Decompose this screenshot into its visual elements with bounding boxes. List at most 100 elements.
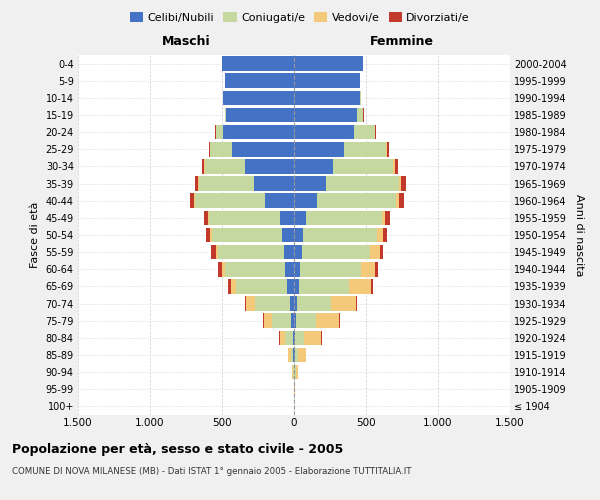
Bar — [232, 142, 294, 156]
Bar — [294, 142, 344, 156]
Bar — [294, 90, 360, 105]
Bar — [292, 365, 293, 380]
Bar — [283, 228, 294, 242]
Bar — [280, 330, 286, 345]
Bar — [376, 262, 378, 276]
Bar — [228, 279, 230, 293]
Bar — [401, 176, 406, 191]
Bar — [212, 228, 283, 242]
Bar — [301, 262, 361, 276]
Bar — [225, 74, 294, 88]
Bar — [194, 176, 198, 191]
Bar — [291, 348, 293, 362]
Bar — [395, 159, 398, 174]
Bar — [355, 125, 374, 140]
Bar — [245, 159, 294, 174]
Bar — [344, 142, 386, 156]
Bar — [206, 228, 211, 242]
Bar — [190, 194, 194, 208]
Bar — [265, 194, 294, 208]
Text: COMUNE DI NOVA MILANESE (MB) - Dati ISTAT 1° gennaio 2005 - Elaborazione TUTTITA: COMUNE DI NOVA MILANESE (MB) - Dati ISTA… — [12, 468, 412, 476]
Bar — [296, 365, 298, 380]
Bar — [263, 314, 264, 328]
Bar — [223, 125, 294, 140]
Bar — [290, 296, 294, 311]
Bar — [272, 314, 291, 328]
Bar — [211, 245, 215, 260]
Bar — [299, 279, 349, 293]
Bar — [254, 176, 294, 191]
Bar — [204, 210, 208, 225]
Bar — [218, 262, 222, 276]
Text: Femmine: Femmine — [370, 35, 434, 48]
Bar — [294, 210, 305, 225]
Bar — [295, 365, 296, 380]
Bar — [291, 314, 294, 328]
Bar — [230, 279, 236, 293]
Bar — [394, 159, 395, 174]
Bar — [349, 279, 371, 293]
Bar — [294, 348, 295, 362]
Bar — [199, 176, 254, 191]
Bar — [294, 330, 295, 345]
Text: Popolazione per età, sesso e stato civile - 2005: Popolazione per età, sesso e stato civil… — [12, 442, 343, 456]
Bar — [211, 142, 232, 156]
Bar — [226, 108, 294, 122]
Bar — [208, 210, 209, 225]
Bar — [399, 194, 404, 208]
Bar — [205, 159, 245, 174]
Bar — [296, 314, 316, 328]
Bar — [386, 142, 387, 156]
Bar — [293, 330, 294, 345]
Bar — [216, 125, 223, 140]
Bar — [295, 348, 298, 362]
Bar — [356, 296, 358, 311]
Bar — [294, 56, 363, 71]
Bar — [331, 296, 356, 311]
Bar — [383, 228, 387, 242]
Bar — [294, 74, 360, 88]
Bar — [294, 194, 317, 208]
Bar — [247, 296, 255, 311]
Bar — [380, 245, 383, 260]
Bar — [385, 210, 390, 225]
Bar — [236, 279, 287, 293]
Bar — [294, 125, 355, 140]
Bar — [360, 90, 361, 105]
Bar — [304, 228, 377, 242]
Y-axis label: Fasce di età: Fasce di età — [30, 202, 40, 268]
Bar — [225, 108, 226, 122]
Bar — [222, 262, 225, 276]
Bar — [382, 210, 385, 225]
Bar — [288, 348, 291, 362]
Bar — [245, 296, 247, 311]
Bar — [399, 176, 401, 191]
Bar — [294, 228, 304, 242]
Bar — [361, 262, 376, 276]
Bar — [358, 108, 363, 122]
Bar — [371, 279, 373, 293]
Bar — [294, 245, 302, 260]
Bar — [316, 314, 340, 328]
Bar — [294, 314, 296, 328]
Bar — [286, 330, 293, 345]
Bar — [387, 142, 389, 156]
Bar — [294, 108, 358, 122]
Bar — [333, 159, 394, 174]
Bar — [287, 279, 294, 293]
Bar — [305, 210, 382, 225]
Bar — [211, 228, 212, 242]
Bar — [255, 296, 290, 311]
Bar — [326, 176, 399, 191]
Bar — [194, 194, 265, 208]
Bar — [294, 159, 333, 174]
Bar — [215, 125, 216, 140]
Bar — [222, 56, 294, 71]
Bar — [293, 348, 294, 362]
Bar — [298, 348, 306, 362]
Legend: Celibi/Nubili, Coniugati/e, Vedovi/e, Divorziati/e: Celibi/Nubili, Coniugati/e, Vedovi/e, Di… — [125, 8, 475, 28]
Bar — [215, 245, 218, 260]
Bar — [294, 296, 297, 311]
Bar — [209, 142, 210, 156]
Bar — [304, 330, 321, 345]
